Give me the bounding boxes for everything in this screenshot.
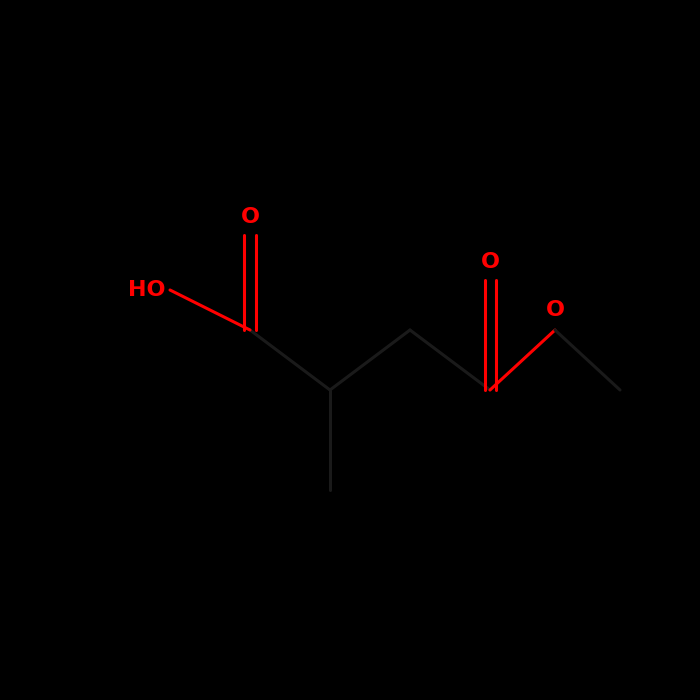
Text: O: O	[545, 300, 564, 320]
Text: HO: HO	[127, 280, 165, 300]
Text: O: O	[480, 252, 500, 272]
Text: O: O	[241, 207, 260, 227]
